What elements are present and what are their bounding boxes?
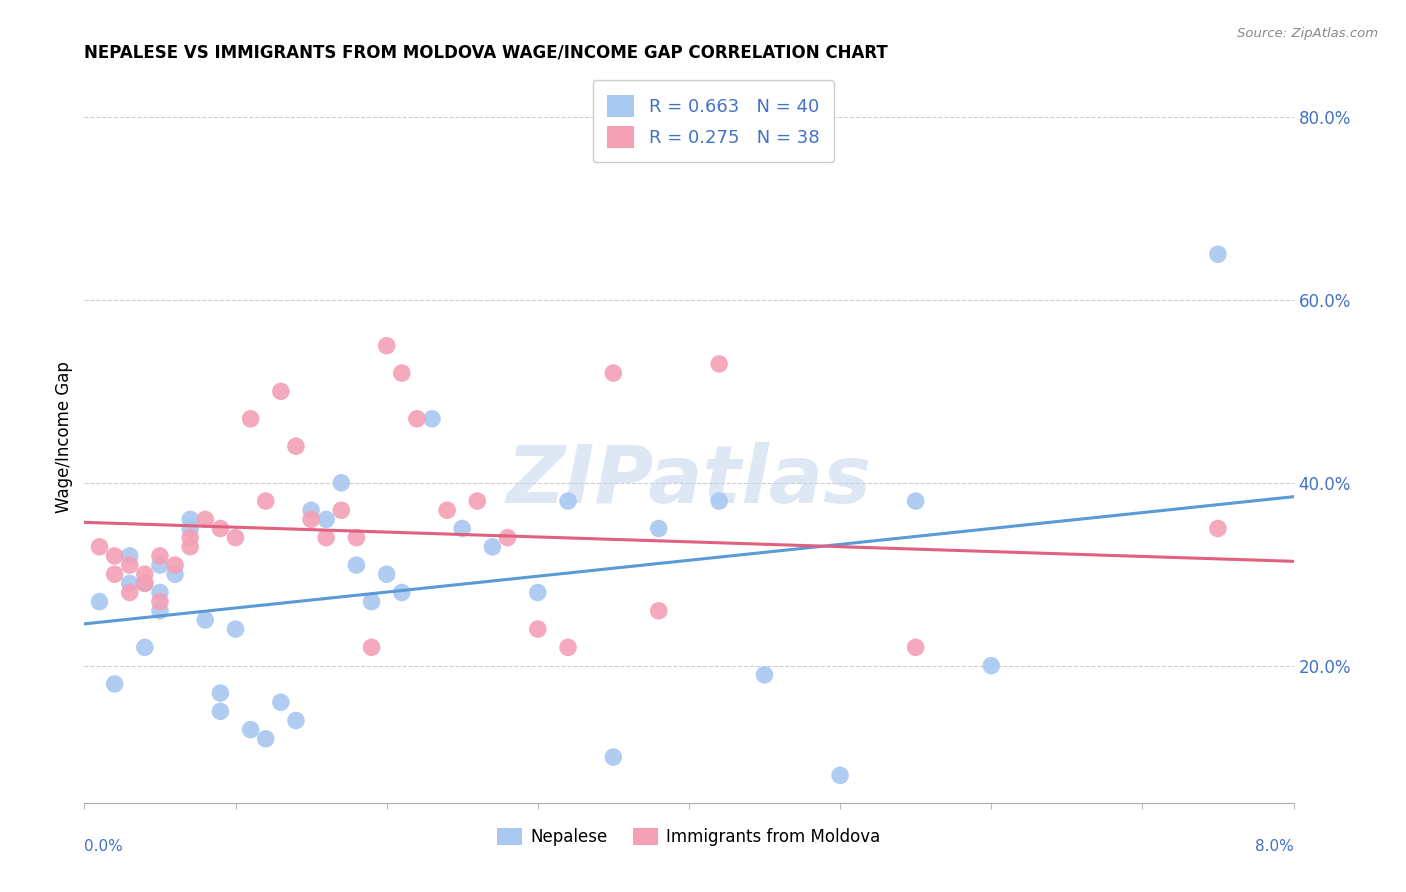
- Point: [346, 558, 368, 573]
- Point: [496, 531, 519, 545]
- Point: [179, 512, 201, 526]
- Point: [225, 531, 247, 545]
- Point: [209, 521, 232, 535]
- Text: NEPALESE VS IMMIGRANTS FROM MOLDOVA WAGE/INCOME GAP CORRELATION CHART: NEPALESE VS IMMIGRANTS FROM MOLDOVA WAGE…: [84, 44, 889, 62]
- Point: [89, 594, 111, 608]
- Point: [360, 640, 382, 655]
- Point: [179, 540, 201, 554]
- Point: [270, 695, 292, 709]
- Text: 0.0%: 0.0%: [84, 839, 124, 855]
- Point: [165, 558, 187, 573]
- Point: [391, 366, 413, 380]
- Legend: Nepalese, Immigrants from Moldova: Nepalese, Immigrants from Moldova: [491, 822, 887, 853]
- Point: [557, 494, 579, 508]
- Point: [557, 640, 579, 655]
- Point: [270, 384, 292, 399]
- Point: [225, 622, 247, 636]
- Point: [104, 677, 127, 691]
- Point: [754, 667, 776, 681]
- Point: [299, 512, 322, 526]
- Point: [602, 750, 624, 764]
- Point: [709, 494, 731, 508]
- Point: [179, 531, 201, 545]
- Point: [1206, 247, 1229, 261]
- Point: [451, 521, 474, 535]
- Y-axis label: Wage/Income Gap: Wage/Income Gap: [55, 361, 73, 513]
- Point: [254, 494, 277, 508]
- Point: [709, 357, 731, 371]
- Point: [165, 567, 187, 582]
- Point: [149, 558, 172, 573]
- Point: [254, 731, 277, 746]
- Point: [527, 585, 550, 599]
- Point: [134, 567, 156, 582]
- Point: [420, 412, 443, 426]
- Point: [89, 540, 111, 554]
- Point: [194, 512, 217, 526]
- Point: [239, 723, 262, 737]
- Point: [285, 714, 308, 728]
- Text: 8.0%: 8.0%: [1254, 839, 1294, 855]
- Point: [104, 549, 127, 563]
- Point: [134, 576, 156, 591]
- Point: [285, 439, 308, 453]
- Point: [391, 585, 413, 599]
- Point: [315, 512, 337, 526]
- Point: [406, 412, 429, 426]
- Point: [118, 558, 141, 573]
- Point: [375, 338, 398, 352]
- Point: [149, 604, 172, 618]
- Point: [481, 540, 503, 554]
- Point: [118, 585, 141, 599]
- Point: [299, 503, 322, 517]
- Point: [118, 549, 141, 563]
- Point: [375, 567, 398, 582]
- Point: [648, 521, 671, 535]
- Point: [315, 531, 337, 545]
- Point: [904, 494, 927, 508]
- Point: [980, 658, 1002, 673]
- Point: [179, 521, 201, 535]
- Point: [149, 585, 172, 599]
- Point: [799, 805, 821, 819]
- Point: [330, 503, 353, 517]
- Point: [104, 567, 127, 582]
- Text: ZIPatlas: ZIPatlas: [506, 442, 872, 520]
- Point: [830, 768, 852, 782]
- Point: [602, 366, 624, 380]
- Point: [527, 622, 550, 636]
- Point: [118, 576, 141, 591]
- Point: [149, 549, 172, 563]
- Point: [1206, 521, 1229, 535]
- Point: [467, 494, 489, 508]
- Point: [904, 640, 927, 655]
- Point: [134, 640, 156, 655]
- Text: Source: ZipAtlas.com: Source: ZipAtlas.com: [1237, 27, 1378, 40]
- Point: [330, 475, 353, 490]
- Point: [134, 576, 156, 591]
- Point: [239, 412, 262, 426]
- Point: [648, 604, 671, 618]
- Point: [346, 531, 368, 545]
- Point: [209, 705, 232, 719]
- Point: [149, 594, 172, 608]
- Point: [360, 594, 382, 608]
- Point: [209, 686, 232, 700]
- Point: [436, 503, 458, 517]
- Point: [194, 613, 217, 627]
